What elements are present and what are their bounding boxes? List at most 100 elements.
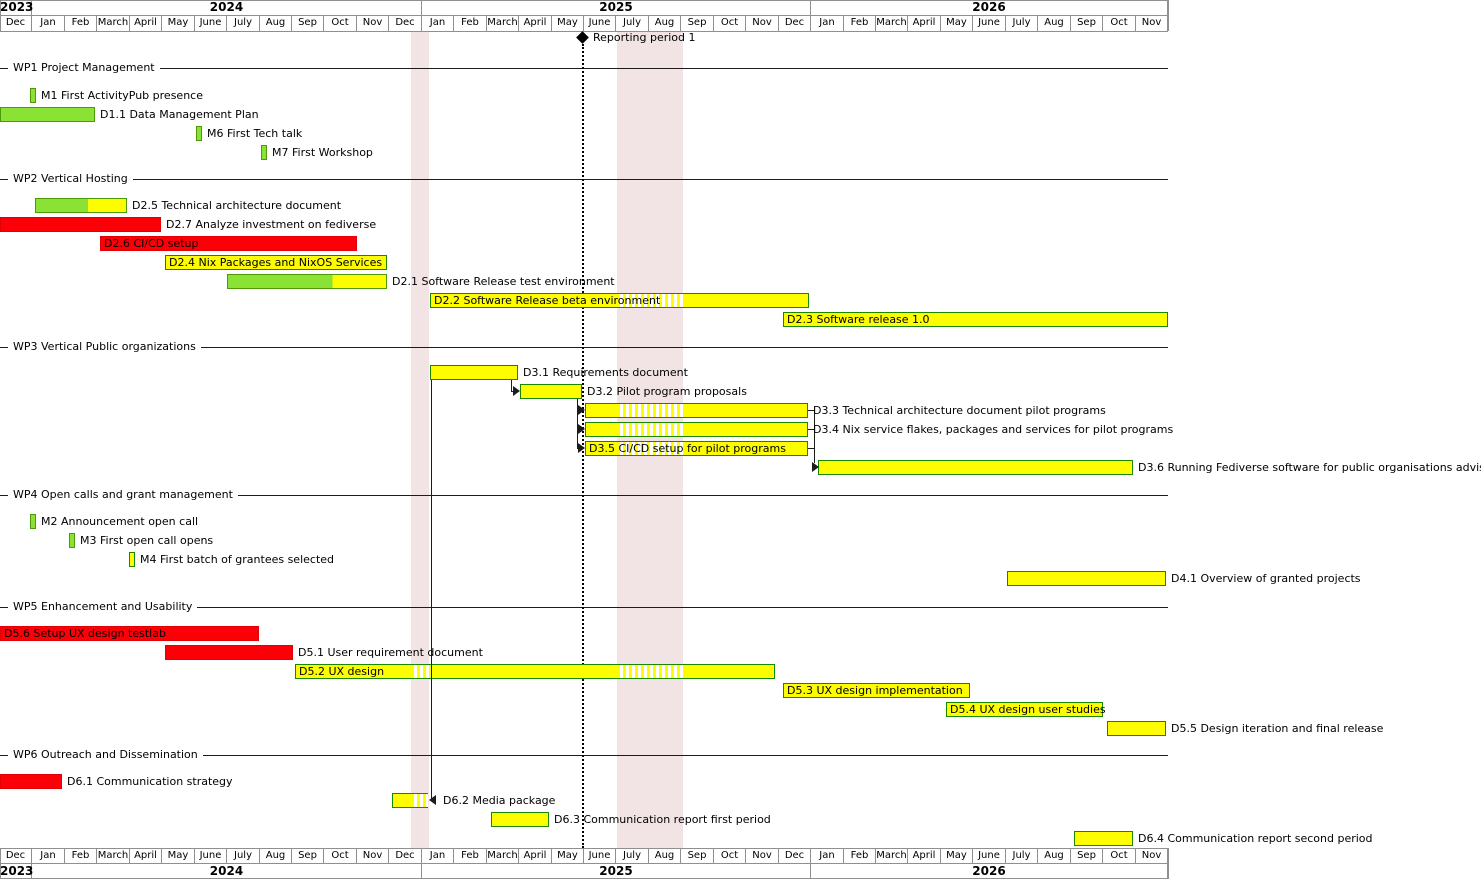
label-d2-2: D2.2 Software Release beta environment <box>434 294 661 307</box>
month-cell: Sep <box>292 15 324 31</box>
wp-header-line <box>0 68 1168 69</box>
month-cell: April <box>908 15 941 31</box>
wp-header-line <box>0 179 1168 180</box>
month-cell: June <box>195 848 227 863</box>
bar-d6-4 <box>1074 831 1133 846</box>
wp-header-wp4: WP4 Open calls and grant management <box>8 487 238 503</box>
label-d2-7: D2.7 Analyze investment on fediverse <box>166 218 377 231</box>
month-cell: June <box>195 15 227 31</box>
label-d5-1: D5.1 User requirement document <box>298 646 483 659</box>
label-d6-3: D6.3 Communication report first period <box>554 813 771 826</box>
month-cell: Nov <box>357 848 389 863</box>
month-cell: Feb <box>844 848 876 863</box>
bar-d1-1 <box>0 107 95 122</box>
bar-d5-5 <box>1107 721 1166 736</box>
month-cell: Feb <box>454 15 487 31</box>
year-cell: 2023 <box>0 0 34 15</box>
month-cell: Jan <box>32 15 65 31</box>
label-d5-3: D5.3 UX design implementation <box>787 684 963 697</box>
label-d6-2: D6.2 Media package <box>443 794 556 807</box>
axis-line <box>1168 0 1169 31</box>
month-cell: Dec <box>389 848 422 863</box>
month-cell: April <box>908 848 941 863</box>
dependency-arrow-right <box>578 424 585 434</box>
dependency-arrow-right <box>812 462 819 472</box>
label-d3-3: D3.3 Technical architecture document pil… <box>813 404 1106 417</box>
label-d3-1: D3.1 Requirements document <box>523 366 688 379</box>
month-cell: May <box>941 848 973 863</box>
month-cell: Nov <box>1136 848 1168 863</box>
month-cell: Oct <box>1103 848 1136 863</box>
month-cell: July <box>616 848 649 863</box>
label-d2-5: D2.5 Technical architecture document <box>132 199 342 212</box>
month-cell: Nov <box>746 848 779 863</box>
holiday-band <box>411 31 429 848</box>
year-cell: 2026 <box>811 863 1168 879</box>
month-cell: April <box>130 15 162 31</box>
month-cell: May <box>552 848 584 863</box>
month-cell: March <box>876 15 908 31</box>
month-cell: April <box>519 848 552 863</box>
wp-header-line <box>0 607 1168 608</box>
label-d5-4: D5.4 UX design user studies <box>950 703 1106 716</box>
bar-d2-2 <box>430 293 809 308</box>
month-cell: Dec <box>0 848 32 863</box>
month-cell: Feb <box>65 15 97 31</box>
wp-header-wp2: WP2 Vertical Hosting <box>8 171 133 187</box>
wp-header-line <box>0 347 1168 348</box>
month-cell: Aug <box>260 848 292 863</box>
label-d5-6: D5.6 Setup UX design testlab <box>4 627 166 640</box>
month-cell: April <box>519 15 552 31</box>
bar-d2-3 <box>783 312 1168 327</box>
axis-line <box>0 31 1168 32</box>
label-d5-5: D5.5 Design iteration and final release <box>1171 722 1384 735</box>
month-cell: Sep <box>292 848 324 863</box>
bar-d5-4 <box>946 702 1103 717</box>
month-cell: Jan <box>811 15 844 31</box>
month-cell: Aug <box>1038 15 1071 31</box>
milestone-m7 <box>261 145 267 160</box>
month-cell: Sep <box>1071 848 1103 863</box>
bar-d5-6 <box>0 626 259 641</box>
month-cell: Feb <box>454 848 487 863</box>
reporting-period-diamond-icon <box>576 31 589 44</box>
year-cell: 2025 <box>422 0 811 15</box>
month-cell: Nov <box>357 15 389 31</box>
label-d3-6: D3.6 Running Fediverse software for publ… <box>1138 461 1481 474</box>
month-cell: June <box>973 848 1006 863</box>
label-d6-1: D6.1 Communication strategy <box>67 775 233 788</box>
month-cell: July <box>1006 15 1038 31</box>
milestone-m3 <box>69 533 75 548</box>
month-cell: June <box>584 15 616 31</box>
dependency-line <box>808 410 815 411</box>
month-cell: March <box>487 848 519 863</box>
label-d3-2: D3.2 Pilot program proposals <box>587 385 747 398</box>
dependency-line <box>808 448 815 449</box>
bar-d3-1 <box>430 365 518 380</box>
dependency-arrow-right <box>578 405 585 415</box>
month-cell: Nov <box>1136 15 1168 31</box>
month-cell: Dec <box>779 848 811 863</box>
year-cell: 2023 <box>0 863 34 879</box>
month-cell: Aug <box>260 15 292 31</box>
month-cell: Dec <box>0 15 32 31</box>
hatch-segment <box>411 794 428 807</box>
label-d1-1: D1.1 Data Management Plan <box>100 108 259 121</box>
hatch-segment <box>617 442 683 455</box>
label-d2-4: D2.4 Nix Packages and NixOS Services <box>169 256 383 269</box>
month-cell: Nov <box>746 15 779 31</box>
month-cell: July <box>1006 848 1038 863</box>
milestone-m2 <box>30 514 36 529</box>
label-d4-1: D4.1 Overview of granted projects <box>1171 572 1361 585</box>
bar-d3-6 <box>818 460 1133 475</box>
month-cell: June <box>584 848 616 863</box>
dependency-line <box>808 429 815 430</box>
milestone-m4 <box>129 552 135 567</box>
month-cell: March <box>97 848 130 863</box>
bar-d3-5 <box>585 441 808 456</box>
month-cell: Oct <box>714 15 746 31</box>
wp-header-line <box>0 495 1168 496</box>
bar-d2-1 <box>227 274 387 289</box>
bar-d2-7 <box>0 217 161 232</box>
month-cell: March <box>487 15 519 31</box>
